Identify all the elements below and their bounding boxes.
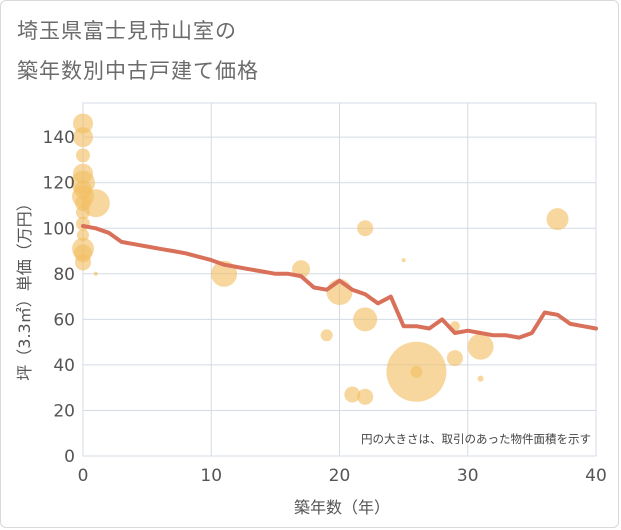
data-bubble	[77, 229, 89, 242]
data-bubble	[477, 375, 484, 382]
y-tick-label: 120	[43, 174, 75, 194]
data-bubble	[357, 220, 374, 237]
data-bubble	[76, 148, 90, 163]
x-tick-label: 40	[585, 466, 607, 486]
data-bubble	[357, 388, 374, 405]
data-bubble	[320, 329, 333, 342]
average-price-trend-line	[81, 224, 598, 340]
data-bubble	[344, 386, 361, 403]
chart-title-line-2: 築年数別中古戸建て価格	[17, 59, 259, 83]
data-bubble	[73, 113, 93, 134]
y-tick-label: 80	[53, 265, 75, 285]
y-tick-label: 20	[53, 401, 75, 421]
chart-title-line-1: 埼玉県富士見市山室の	[17, 19, 237, 43]
x-tick-label: 0	[78, 466, 89, 486]
y-tick-label: 140	[43, 128, 75, 148]
x-tick-label: 20	[329, 466, 351, 486]
data-bubble	[75, 254, 91, 271]
x-tick-label: 30	[457, 466, 479, 486]
bubble-size-note: 円の大きさは、取引のあった物件面積を示す	[361, 432, 591, 446]
x-axis-label: 築年数（年）	[294, 498, 390, 517]
data-bubble	[81, 189, 110, 218]
x-tick-label: 10	[200, 466, 222, 486]
data-bubble	[73, 127, 93, 148]
y-tick-label: 0	[64, 447, 75, 467]
y-tick-label: 40	[53, 356, 75, 376]
data-bubble	[446, 350, 463, 367]
data-bubble	[353, 307, 378, 332]
data-bubble	[401, 258, 406, 263]
y-tick-label: 100	[43, 219, 75, 239]
data-bubble	[93, 271, 98, 276]
data-bubble	[546, 208, 569, 231]
y-axis-label: 坪（3.3㎡）単価（万円）	[15, 195, 34, 380]
data-bubble	[410, 365, 423, 378]
data-bubble	[467, 333, 494, 360]
y-tick-label: 60	[53, 310, 75, 330]
